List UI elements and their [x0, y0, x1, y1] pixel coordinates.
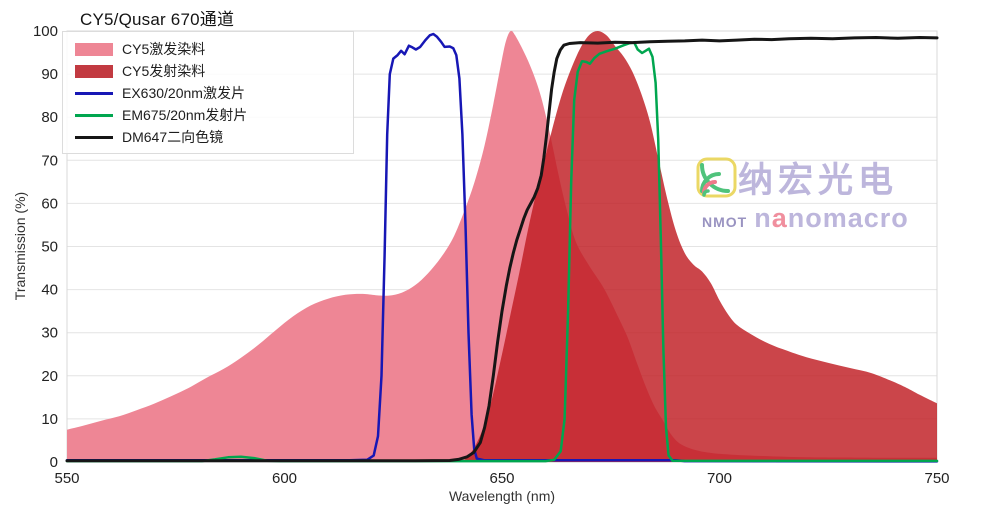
- x-tick-label: 650: [489, 470, 514, 487]
- legend-line-dichroic: [75, 135, 113, 139]
- ex-filter-curve: [65, 32, 939, 463]
- legend-item-dichroic[interactable]: DM647二向色镜: [75, 126, 353, 148]
- watermark: 纳宏光电 NMOT nanomacro: [692, 152, 952, 234]
- y-tick-label: 30: [41, 325, 58, 342]
- x-axis-label: Wavelength (nm): [448, 488, 556, 504]
- y-tick-label: 100: [33, 23, 58, 40]
- legend-item-cy5-emission-dye[interactable]: CY5发射染料: [75, 60, 353, 82]
- y-axis-label: Transmission (%): [12, 191, 28, 301]
- page-title: CY5/Qusar 670通道: [80, 10, 235, 29]
- cy5-excitation-dye-area: [67, 30, 937, 462]
- y-tick-label: 20: [41, 368, 58, 385]
- y-tick-label: 10: [41, 411, 58, 428]
- signal-arcs-logo-icon: [696, 157, 737, 197]
- legend-label-em-filter: EM675/20nm发射片: [122, 107, 248, 123]
- legend-line-em-filter: [75, 113, 113, 117]
- y-tick-label: 70: [41, 152, 58, 169]
- watermark-nmot-text: NMOT: [702, 214, 748, 230]
- x-tick-label: 600: [272, 470, 297, 487]
- y-tick-label: 80: [41, 109, 58, 126]
- y-tick-label: 60: [41, 195, 58, 212]
- watermark-brand-text: nanomacro: [754, 203, 909, 234]
- legend-label-cy5-emission-dye: CY5发射染料: [122, 63, 206, 79]
- legend-item-ex-filter[interactable]: EX630/20nm激发片: [75, 82, 353, 104]
- legend-label-dichroic: DM647二向色镜: [122, 129, 224, 145]
- brand-suffix: nomacro: [787, 203, 909, 233]
- legend-line-ex-filter: [75, 91, 113, 95]
- legend-swatch-cy5-excitation-dye: [75, 42, 113, 56]
- y-tick-label: 0: [50, 454, 58, 471]
- legend-swatch-cy5-emission-dye: [75, 64, 113, 78]
- dichroic-curve: [65, 36, 939, 463]
- legend: CY5激发染料 CY5发射染料 EX630/20nm激发片 EM675/20nm发射片…: [62, 31, 354, 154]
- watermark-cn-text: 纳宏光电: [738, 161, 899, 200]
- cy5-emission-dye-area: [462, 31, 937, 462]
- legend-label-ex-filter: EX630/20nm激发片: [122, 85, 245, 101]
- legend-item-cy5-excitation-dye[interactable]: CY5激发染料: [75, 38, 353, 60]
- legend-item-em-filter[interactable]: EM675/20nm发射片: [75, 104, 353, 126]
- x-tick-label: 700: [707, 470, 732, 487]
- x-tick-label: 750: [924, 470, 949, 487]
- brand-prefix: n: [754, 203, 772, 233]
- x-tick-label: 550: [54, 470, 79, 487]
- y-tick-label: 50: [41, 239, 58, 256]
- legend-label-cy5-excitation-dye: CY5激发染料: [122, 41, 206, 57]
- y-tick-label: 40: [41, 282, 58, 299]
- brand-accent: a: [771, 203, 788, 233]
- y-tick-label: 90: [41, 66, 58, 83]
